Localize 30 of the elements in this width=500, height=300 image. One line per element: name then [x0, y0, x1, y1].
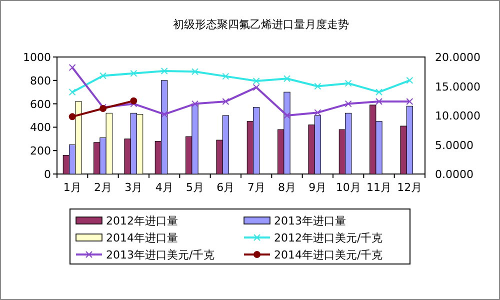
y-tick-label: 600 — [30, 98, 51, 111]
x-tick-label: 7月 — [247, 181, 266, 194]
legend-label: 2013年进口美元/千克 — [106, 248, 215, 262]
y-tick-label: 0 — [44, 168, 51, 181]
x-tick-label: 8月 — [278, 181, 296, 194]
x-tick-label: 6月 — [216, 181, 235, 194]
x-tick-label: 11月 — [366, 181, 392, 194]
x-tick-label: 4月 — [155, 181, 174, 194]
y2-tick-label: 0.0000 — [435, 168, 474, 181]
y2-tick-label: 15.0000 — [435, 80, 480, 94]
x-tick-label: 2月 — [94, 181, 112, 194]
y2-tick-label: 20.0000 — [435, 51, 480, 64]
y-tick-label: 1000 — [23, 51, 51, 64]
y2-tick-label: 10.0000 — [435, 110, 480, 122]
x-tick-label: 5月 — [186, 181, 204, 194]
legend-label: 2013年进口量 — [274, 214, 346, 228]
y-tick-label: 200 — [30, 144, 51, 158]
x-tick-label: 3月 — [124, 181, 143, 194]
x-tick-label: 10月 — [336, 181, 361, 194]
legend-label: 2014年进口美元/千克 — [274, 248, 383, 262]
x-tick-label: 1月 — [63, 181, 82, 194]
legend-label: 2012年进口量 — [106, 214, 178, 228]
chart-title: 初级形态聚四氟乙烯进口量月度走势 — [173, 18, 349, 31]
x-tick-label: 12月 — [397, 181, 422, 194]
y-tick-label: 400 — [30, 121, 51, 134]
x-tick-label: 9月 — [308, 181, 327, 194]
legend-label: 2012年进口美元/千克 — [274, 232, 383, 244]
y-tick-label: 800 — [30, 74, 51, 88]
y2-tick-label: 5.0000 — [435, 138, 474, 152]
legend-label: 2014年进口量 — [106, 232, 178, 244]
